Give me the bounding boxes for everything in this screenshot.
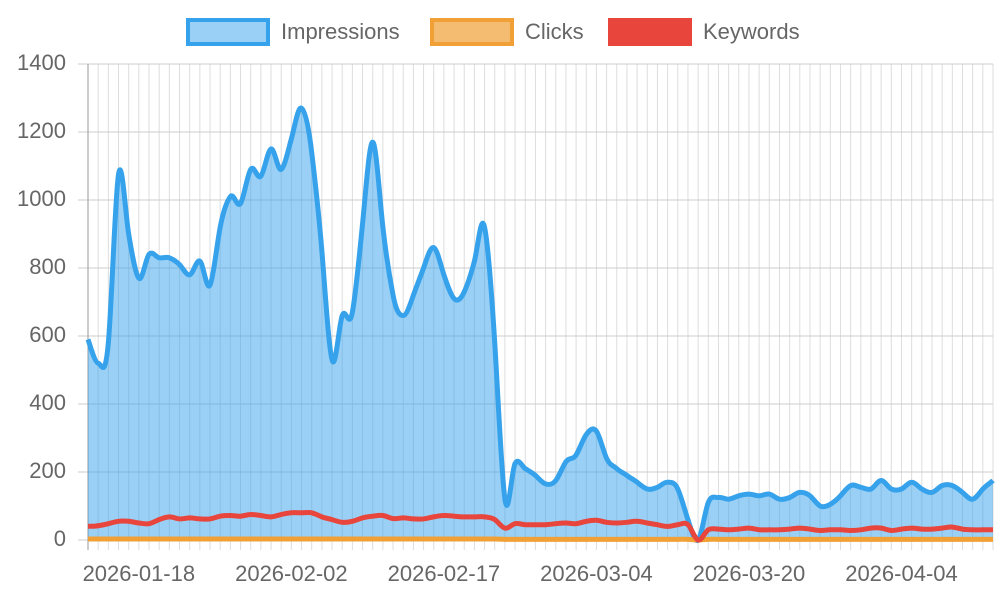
y-tick-label: 1000: [17, 186, 66, 211]
legend-label: Clicks: [525, 19, 584, 44]
x-tick-label: 2026-03-04: [540, 561, 653, 586]
x-tick-label: 2026-04-04: [845, 561, 958, 586]
x-tick-label: 2026-03-20: [693, 561, 806, 586]
y-tick-label: 1400: [17, 50, 66, 75]
y-tick-label: 600: [29, 322, 66, 347]
line: [88, 536, 993, 543]
legend-label: Keywords: [703, 19, 800, 44]
x-tick-label: 2026-01-18: [83, 561, 196, 586]
legend-swatch: [430, 18, 514, 46]
line: [85, 105, 995, 544]
y-tick-label: 1200: [17, 118, 66, 143]
legend-label: Impressions: [281, 19, 400, 44]
y-tick-label: 400: [29, 390, 66, 415]
y-tick-label: 200: [29, 458, 66, 483]
line: [87, 509, 993, 543]
legend-swatch: [608, 18, 692, 46]
x-tick-label: 2026-02-02: [235, 561, 348, 586]
x-tick-label: 2026-02-17: [388, 561, 501, 586]
legend-swatch: [186, 18, 270, 46]
y-tick-label: 800: [29, 254, 66, 279]
y-tick-label: 0: [54, 526, 66, 551]
area: [88, 107, 993, 541]
